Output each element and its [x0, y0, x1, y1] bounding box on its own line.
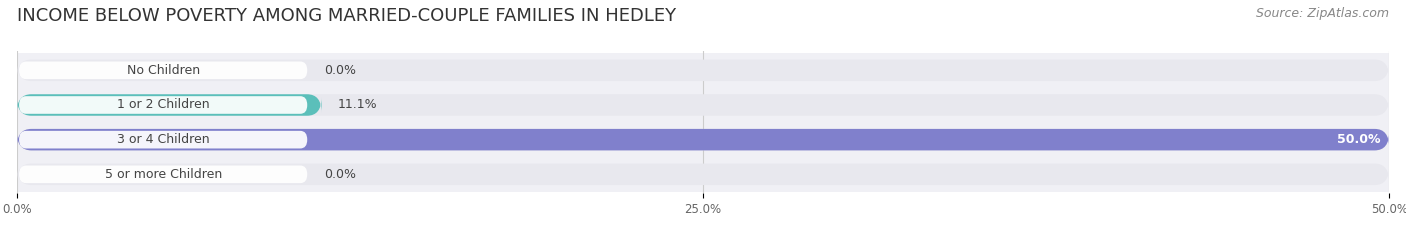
FancyBboxPatch shape: [17, 88, 1389, 122]
FancyBboxPatch shape: [20, 62, 308, 79]
Text: 0.0%: 0.0%: [325, 168, 356, 181]
FancyBboxPatch shape: [20, 131, 308, 148]
FancyBboxPatch shape: [17, 129, 1389, 151]
FancyBboxPatch shape: [17, 164, 1389, 185]
FancyBboxPatch shape: [17, 122, 1389, 157]
Text: 5 or more Children: 5 or more Children: [104, 168, 222, 181]
FancyBboxPatch shape: [17, 60, 1389, 81]
Text: 0.0%: 0.0%: [325, 64, 356, 77]
Text: 50.0%: 50.0%: [1337, 133, 1381, 146]
FancyBboxPatch shape: [20, 96, 308, 114]
FancyBboxPatch shape: [17, 53, 1389, 88]
Text: 3 or 4 Children: 3 or 4 Children: [117, 133, 209, 146]
Text: 1 or 2 Children: 1 or 2 Children: [117, 99, 209, 112]
Text: Source: ZipAtlas.com: Source: ZipAtlas.com: [1256, 7, 1389, 20]
FancyBboxPatch shape: [17, 129, 1389, 151]
FancyBboxPatch shape: [17, 94, 322, 116]
FancyBboxPatch shape: [20, 165, 308, 183]
Text: 11.1%: 11.1%: [337, 99, 378, 112]
Text: No Children: No Children: [127, 64, 200, 77]
Text: INCOME BELOW POVERTY AMONG MARRIED-COUPLE FAMILIES IN HEDLEY: INCOME BELOW POVERTY AMONG MARRIED-COUPL…: [17, 7, 676, 25]
FancyBboxPatch shape: [17, 157, 1389, 192]
FancyBboxPatch shape: [17, 94, 1389, 116]
